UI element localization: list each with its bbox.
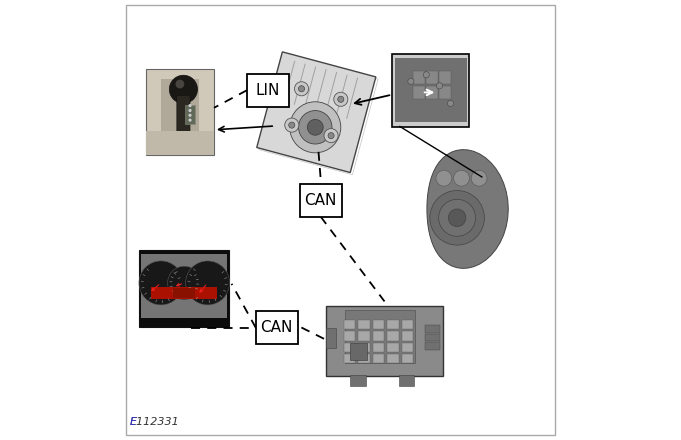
FancyBboxPatch shape bbox=[344, 331, 355, 341]
FancyBboxPatch shape bbox=[256, 312, 298, 344]
Circle shape bbox=[471, 170, 487, 186]
FancyBboxPatch shape bbox=[139, 250, 229, 326]
FancyBboxPatch shape bbox=[439, 71, 451, 84]
Circle shape bbox=[298, 110, 332, 144]
Circle shape bbox=[168, 266, 201, 300]
FancyBboxPatch shape bbox=[426, 86, 438, 99]
FancyBboxPatch shape bbox=[350, 375, 366, 386]
FancyBboxPatch shape bbox=[326, 306, 443, 376]
FancyBboxPatch shape bbox=[373, 320, 384, 329]
FancyBboxPatch shape bbox=[151, 287, 217, 299]
FancyBboxPatch shape bbox=[398, 375, 415, 386]
Circle shape bbox=[448, 209, 466, 227]
Circle shape bbox=[139, 261, 183, 305]
Circle shape bbox=[436, 170, 452, 186]
FancyBboxPatch shape bbox=[345, 310, 415, 363]
FancyBboxPatch shape bbox=[344, 320, 355, 329]
FancyBboxPatch shape bbox=[300, 184, 342, 216]
Polygon shape bbox=[257, 52, 376, 172]
FancyBboxPatch shape bbox=[358, 354, 370, 363]
FancyBboxPatch shape bbox=[326, 328, 336, 348]
Text: E: E bbox=[130, 417, 137, 426]
Circle shape bbox=[334, 92, 348, 106]
Circle shape bbox=[430, 191, 484, 245]
FancyBboxPatch shape bbox=[373, 354, 384, 363]
Circle shape bbox=[189, 105, 191, 106]
FancyBboxPatch shape bbox=[439, 86, 451, 99]
Circle shape bbox=[189, 119, 191, 121]
Circle shape bbox=[289, 122, 295, 128]
FancyBboxPatch shape bbox=[358, 320, 370, 329]
FancyBboxPatch shape bbox=[387, 343, 398, 352]
Polygon shape bbox=[427, 150, 508, 268]
FancyBboxPatch shape bbox=[373, 331, 384, 341]
Text: CAN: CAN bbox=[261, 320, 293, 335]
FancyBboxPatch shape bbox=[402, 343, 413, 352]
FancyBboxPatch shape bbox=[425, 342, 440, 350]
Circle shape bbox=[189, 114, 191, 116]
Circle shape bbox=[454, 170, 469, 186]
FancyBboxPatch shape bbox=[394, 58, 467, 122]
Circle shape bbox=[423, 72, 430, 78]
Circle shape bbox=[307, 119, 323, 135]
FancyBboxPatch shape bbox=[402, 320, 413, 329]
FancyBboxPatch shape bbox=[402, 354, 413, 363]
FancyBboxPatch shape bbox=[247, 73, 289, 107]
FancyBboxPatch shape bbox=[425, 334, 440, 341]
FancyBboxPatch shape bbox=[426, 71, 438, 84]
Circle shape bbox=[447, 100, 454, 106]
FancyBboxPatch shape bbox=[142, 254, 227, 318]
Circle shape bbox=[324, 128, 338, 143]
FancyBboxPatch shape bbox=[177, 95, 190, 133]
Circle shape bbox=[289, 102, 340, 153]
FancyBboxPatch shape bbox=[350, 343, 366, 360]
Circle shape bbox=[176, 80, 185, 88]
Text: CAN: CAN bbox=[304, 193, 337, 208]
FancyBboxPatch shape bbox=[413, 71, 424, 84]
Circle shape bbox=[328, 132, 334, 139]
FancyBboxPatch shape bbox=[358, 331, 370, 341]
FancyBboxPatch shape bbox=[173, 288, 195, 298]
FancyBboxPatch shape bbox=[392, 54, 469, 127]
FancyBboxPatch shape bbox=[387, 331, 398, 341]
Circle shape bbox=[170, 75, 197, 103]
Circle shape bbox=[298, 86, 304, 92]
Circle shape bbox=[189, 110, 191, 111]
FancyBboxPatch shape bbox=[413, 86, 424, 99]
Text: E112331: E112331 bbox=[130, 417, 180, 426]
FancyBboxPatch shape bbox=[373, 343, 384, 352]
FancyBboxPatch shape bbox=[358, 343, 370, 352]
FancyBboxPatch shape bbox=[344, 343, 355, 352]
FancyBboxPatch shape bbox=[425, 325, 440, 333]
Circle shape bbox=[294, 82, 308, 96]
FancyBboxPatch shape bbox=[161, 79, 199, 154]
FancyBboxPatch shape bbox=[387, 354, 398, 363]
Circle shape bbox=[285, 118, 299, 132]
Circle shape bbox=[437, 83, 443, 89]
FancyBboxPatch shape bbox=[146, 70, 214, 155]
FancyBboxPatch shape bbox=[387, 320, 398, 329]
Text: LIN: LIN bbox=[255, 83, 280, 98]
FancyBboxPatch shape bbox=[185, 105, 195, 124]
FancyBboxPatch shape bbox=[344, 354, 355, 363]
Circle shape bbox=[439, 199, 475, 236]
Circle shape bbox=[408, 78, 414, 84]
FancyBboxPatch shape bbox=[146, 131, 214, 155]
Circle shape bbox=[186, 261, 229, 305]
Circle shape bbox=[338, 96, 344, 103]
FancyBboxPatch shape bbox=[402, 331, 413, 341]
